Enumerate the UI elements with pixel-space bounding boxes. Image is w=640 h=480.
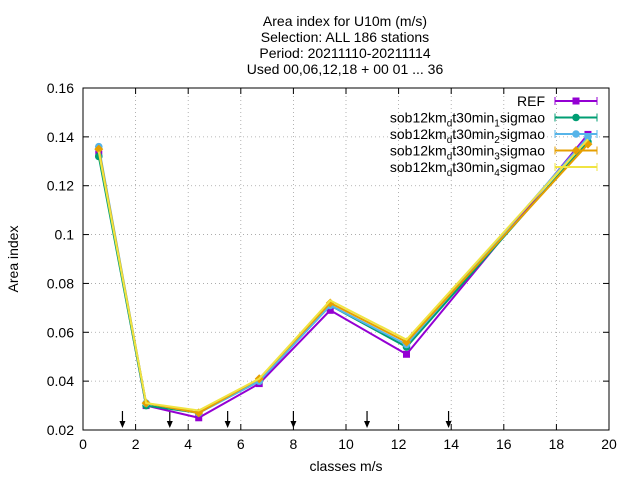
x-tick-label: 8 <box>290 436 298 452</box>
legend-marker <box>572 97 580 105</box>
legend-marker <box>572 130 580 138</box>
legend-item: sob12kmdt30min1sigmao <box>390 110 598 130</box>
data-point <box>195 414 203 422</box>
data-point <box>326 306 334 314</box>
x-tick-label: 18 <box>549 436 565 452</box>
y-tick-label: 0.12 <box>47 178 74 194</box>
legend-item: sob12kmdt30min3sigmao <box>390 143 598 163</box>
legend-label: sob12kmdt30min4sigmao <box>390 159 545 179</box>
y-tick-label: 0.16 <box>47 80 74 96</box>
class-boundary-arrows <box>119 411 452 428</box>
series-2 <box>94 137 592 417</box>
y-tick-label: 0.06 <box>47 324 74 340</box>
legend-marker <box>572 113 580 122</box>
chart-title: Area index for U10m (m/s)Selection: ALL … <box>247 13 444 77</box>
grid <box>83 88 609 430</box>
class-arrow-head <box>364 421 371 428</box>
series-4 <box>94 139 593 418</box>
series-lines <box>94 130 593 422</box>
x-tick-label: 16 <box>496 436 512 452</box>
class-arrow-head <box>224 421 231 428</box>
legend-label: sob12kmdt30min1sigmao <box>390 110 545 130</box>
class-arrow-head <box>445 421 452 428</box>
legend-item: sob12kmdt30min2sigmao <box>390 126 598 146</box>
data-point <box>402 350 410 358</box>
series-line <box>97 136 589 414</box>
series-line <box>97 138 589 412</box>
legend: REFsob12kmdt30min1sigmaosob12kmdt30min2s… <box>390 93 598 179</box>
legend-marker <box>571 146 581 155</box>
class-arrow-head <box>166 421 173 428</box>
axis-ticks: 0 2 4 6 8 10 12 14 16 18 20 0.02 0.04 0.06 0.08 0.1 0.12… <box>47 80 617 452</box>
legend-item: sob12kmdt30min4sigmao <box>390 159 598 179</box>
y-tick-label: 0.1 <box>55 227 75 243</box>
x-tick-label: 14 <box>443 436 459 452</box>
x-tick-label: 0 <box>79 436 87 452</box>
x-tick-label: 10 <box>338 436 354 452</box>
series-3 <box>94 133 592 417</box>
y-tick-label: 0.04 <box>47 373 74 389</box>
title-line: Used 00,06,12,18 + 00 01 ... 36 <box>247 61 444 77</box>
series-line <box>97 133 589 419</box>
data-point <box>94 144 104 154</box>
x-tick-label: 12 <box>391 436 407 452</box>
y-tick-label: 0.08 <box>47 275 74 291</box>
title-line: Selection: ALL 186 stations <box>261 29 429 45</box>
legend-item: REF <box>517 93 598 109</box>
title-line: Period: 20211110-20211114 <box>259 45 430 61</box>
legend-label: REF <box>517 93 545 109</box>
x-tick-label: 4 <box>184 436 192 452</box>
title-line: Area index for U10m (m/s) <box>263 13 427 29</box>
class-arrow-head <box>119 421 126 428</box>
y-tick-label: 0.02 <box>47 422 74 438</box>
y-axis-label: Area index <box>5 226 21 293</box>
x-tick-label: 20 <box>601 436 617 452</box>
x-tick-label: 6 <box>237 436 245 452</box>
series-5 <box>97 138 589 412</box>
y-tick-label: 0.14 <box>47 129 74 145</box>
x-axis-label: classes m/s <box>309 458 382 474</box>
series-line <box>97 143 589 414</box>
series-line <box>97 141 589 414</box>
legend-label: sob12kmdt30min3sigmao <box>390 143 545 163</box>
data-point <box>401 337 411 347</box>
legend-label: sob12kmdt30min2sigmao <box>390 126 545 146</box>
x-tick-label: 2 <box>132 436 140 452</box>
